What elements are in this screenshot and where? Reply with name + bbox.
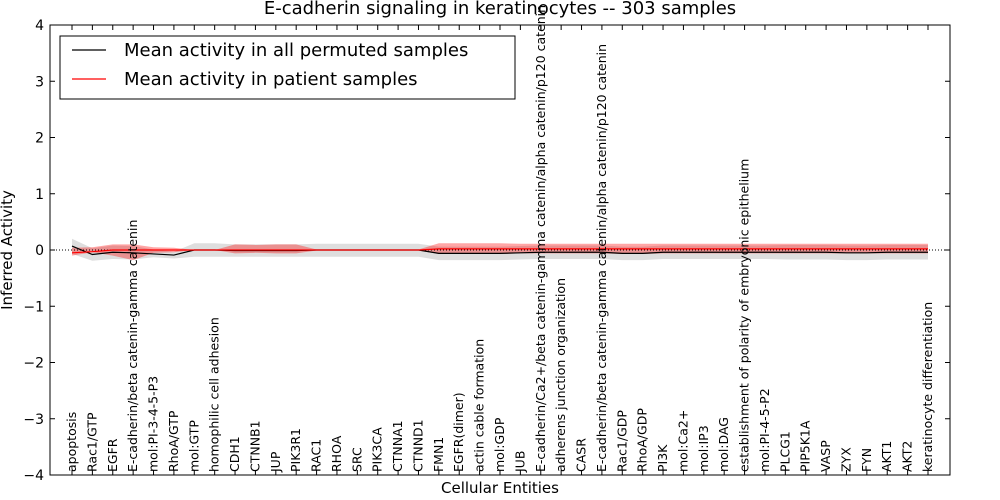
y-tick-label: 1 xyxy=(35,187,44,203)
legend: Mean activity in all permuted samples Me… xyxy=(59,35,516,100)
x-tick-label: CTNNB1 xyxy=(247,420,262,472)
x-tick-label: Rac1/GDP xyxy=(614,410,629,472)
x-tick-label: mol:GDP xyxy=(492,417,507,472)
x-tick-label: EGFR(dimer) xyxy=(451,392,466,472)
y-tick-label: −1 xyxy=(23,299,44,315)
x-tick-label: RhoA/GTP xyxy=(166,410,181,472)
plot-area xyxy=(50,238,950,261)
x-tick-label: PI3K xyxy=(655,444,670,472)
x-tick-label: mol:GTP xyxy=(186,420,201,472)
y-tick-label: −2 xyxy=(23,356,44,372)
y-tick-label: −4 xyxy=(23,468,44,484)
x-tick-label: JUP xyxy=(268,451,283,473)
x-tick-label: CDH1 xyxy=(227,436,242,472)
y-tick-label: 4 xyxy=(35,18,44,34)
x-tick-label: mol:Ca2+ xyxy=(675,410,690,472)
y-axis-title: Inferred Activity xyxy=(0,190,16,310)
x-tick-label: PLCG1 xyxy=(777,431,792,472)
x-tick-label: ZYX xyxy=(838,447,853,472)
legend-box xyxy=(59,35,516,100)
x-tick-label: mol:PI-3-4-5-P3 xyxy=(146,376,161,472)
x-tick-label: CTNND1 xyxy=(410,419,425,472)
x-tick-label: CASR xyxy=(574,438,589,472)
axes: −4 −3 −2 −1 0 1 2 3 4 apoptosis Rac1/GTP EGFR E-cadh… xyxy=(23,5,950,484)
x-tick-label: RHOA xyxy=(329,435,344,472)
x-tick-label: PIP5K1A xyxy=(798,420,813,472)
x-tick-label: RAC1 xyxy=(309,439,324,472)
x-tick-label: E-cadherin/beta catenin-gamma catenin/al… xyxy=(594,44,609,472)
x-tick-label: homophilic cell adhesion xyxy=(207,317,222,472)
band-patient xyxy=(72,243,928,261)
chart-title: E-cadherin signaling in keratinocytes --… xyxy=(264,0,736,19)
y-tick-label: −3 xyxy=(23,412,44,428)
x-tick-label: establishment of polarity of embryonic e… xyxy=(737,159,752,472)
y-tick-label: 3 xyxy=(35,74,44,90)
x-tick-label: mol:IP3 xyxy=(696,425,711,472)
x-axis-title: Cellular Entities xyxy=(441,479,559,497)
x-tick-label: actin cable formation xyxy=(472,339,487,472)
legend-label-permuted: Mean activity in all permuted samples xyxy=(124,40,468,61)
x-tick-label: Rac1/GTP xyxy=(84,412,99,472)
x-tick-label: VASP xyxy=(818,440,833,472)
x-tick-label: E-cadherin/beta catenin-gamma catenin xyxy=(125,220,140,472)
x-tick-label: FYN xyxy=(859,448,874,472)
x-tick-label: FMN1 xyxy=(431,437,446,472)
x-tick-label: AKT1 xyxy=(879,441,894,472)
x-tick-label: CTNNA1 xyxy=(390,420,405,472)
x-tick-label: PIK3R1 xyxy=(288,428,303,472)
x-tick-label: SRC xyxy=(349,447,364,472)
y-tick-label: 2 xyxy=(35,131,44,147)
x-tick-label: apoptosis xyxy=(64,412,79,472)
y-tick-label: 0 xyxy=(35,243,44,259)
x-tick-label: JUB xyxy=(512,451,527,473)
x-tick-label: E-cadherin/Ca2+/beta catenin-gamma caten… xyxy=(533,5,548,472)
x-tick-label: mol:DAG xyxy=(716,417,731,472)
legend-label-patient: Mean activity in patient samples xyxy=(124,69,418,90)
x-tick-label: PIK3CA xyxy=(370,427,385,472)
x-tick-label: EGFR xyxy=(105,438,120,472)
x-tick-label: AKT2 xyxy=(900,441,915,472)
x-tick-label: mol:PI-4-5-P2 xyxy=(757,388,772,472)
x-tick-label: keratinocyte differentiation xyxy=(920,302,935,472)
x-tick-label: adherens junction organization xyxy=(553,278,568,472)
x-tick-label: RhoA/GDP xyxy=(635,408,650,472)
